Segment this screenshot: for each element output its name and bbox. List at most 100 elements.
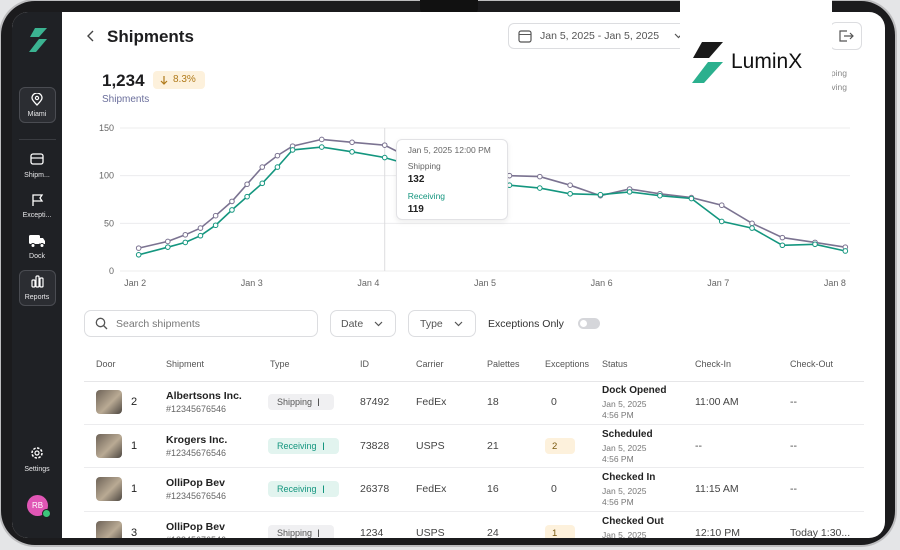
nav-label[interactable]: Settings bbox=[24, 466, 50, 473]
point bbox=[318, 144, 325, 150]
status-date: Jan 5, 2025 bbox=[602, 529, 647, 538]
point bbox=[197, 225, 204, 231]
point bbox=[779, 242, 786, 249]
check-in: -- bbox=[695, 439, 702, 452]
kpi-change: 8.3% bbox=[173, 74, 196, 85]
column-header: Shipment bbox=[166, 359, 205, 369]
point bbox=[274, 164, 281, 170]
row-divider bbox=[84, 467, 864, 468]
point bbox=[688, 195, 695, 202]
dock-icon bbox=[29, 235, 45, 248]
line-chart: 0 50 100 150 Jan 2 Jan 3 Jan 4 Jan 5 Jan 6 Jan 7 J… bbox=[99, 123, 850, 288]
status-dot bbox=[42, 509, 51, 518]
search-box[interactable] bbox=[84, 310, 318, 337]
exceptions: 0 bbox=[551, 396, 557, 408]
export-icon bbox=[839, 30, 854, 42]
date-picker[interactable] bbox=[508, 23, 700, 49]
id: 1234 bbox=[360, 526, 384, 538]
point bbox=[657, 192, 663, 199]
reports-icon bbox=[31, 275, 44, 288]
point bbox=[274, 152, 281, 159]
row-divider bbox=[84, 510, 864, 512]
status: Checked In bbox=[602, 472, 656, 483]
point bbox=[229, 198, 235, 205]
shipment: Krogers Inc. bbox=[166, 433, 228, 446]
tooltip: Jan 5, 2025 12:00 PM Shipping 132 Receiving… bbox=[395, 139, 508, 220]
type-label: Receiving bbox=[277, 484, 317, 494]
app: Miami Shipm... Excepti... Dock Reports S… bbox=[12, 12, 885, 538]
column-header: ID bbox=[360, 359, 369, 369]
shipment-id: #12345676546 bbox=[166, 491, 227, 501]
point bbox=[212, 222, 219, 229]
x-tick-label: Jan 5 bbox=[474, 278, 496, 288]
type-icon bbox=[318, 398, 326, 406]
status-date: Jan 5, 2025 bbox=[602, 399, 647, 409]
kpi-label: Shipments bbox=[102, 94, 150, 105]
exceptions-icon bbox=[32, 194, 44, 206]
type-filter[interactable] bbox=[408, 310, 476, 337]
filter-label: Type bbox=[420, 318, 443, 330]
point bbox=[165, 238, 171, 245]
point bbox=[718, 218, 725, 225]
type-label: Shipping bbox=[277, 527, 313, 538]
status-date: Jan 5, 2025 bbox=[602, 442, 647, 453]
point bbox=[597, 191, 604, 198]
x-tick-label: Jan 4 bbox=[357, 278, 379, 288]
toggle-knob bbox=[580, 320, 587, 327]
id: 87492 bbox=[360, 396, 390, 408]
sidebar-logo bbox=[29, 28, 47, 52]
nav-label: Miami bbox=[27, 111, 47, 118]
x-tick-label: Jan 3 bbox=[241, 278, 263, 288]
point bbox=[567, 190, 573, 197]
x-tick-label: Jan 6 bbox=[591, 278, 613, 288]
check-out: -- bbox=[790, 483, 797, 495]
shipment-id: #12345676546 bbox=[166, 447, 227, 458]
point bbox=[182, 231, 189, 238]
nav-label[interactable]: Excepti... bbox=[22, 212, 52, 219]
point bbox=[537, 173, 543, 180]
x-tick-label: Jan 7 bbox=[707, 278, 729, 288]
nav-label[interactable]: Shipm... bbox=[24, 172, 50, 179]
thumbnail bbox=[96, 433, 122, 458]
column-header: Type bbox=[270, 359, 290, 369]
exception-badge: 1 bbox=[545, 524, 575, 538]
column-header: Door bbox=[96, 359, 116, 369]
search-icon bbox=[95, 317, 108, 330]
chevron bbox=[454, 321, 463, 327]
page-title: Shipments bbox=[107, 27, 194, 46]
point bbox=[259, 180, 266, 187]
point bbox=[318, 136, 325, 143]
y-tick-label: 100 bbox=[99, 171, 114, 181]
point bbox=[812, 241, 818, 248]
point bbox=[626, 189, 633, 195]
toggle[interactable] bbox=[578, 318, 600, 329]
palettes: 24 bbox=[487, 526, 499, 538]
nav-label[interactable]: Reports bbox=[24, 294, 50, 301]
y-tick-label: 0 bbox=[109, 266, 114, 276]
down-arrow bbox=[160, 76, 168, 85]
nav-active[interactable] bbox=[19, 270, 56, 306]
point bbox=[381, 142, 388, 148]
exception-badge: 2 bbox=[545, 437, 575, 454]
date-filter[interactable] bbox=[330, 310, 396, 337]
header-divider bbox=[84, 381, 864, 382]
y-tick-label: 150 bbox=[99, 123, 114, 133]
brand-mark bbox=[692, 42, 723, 83]
type-icon bbox=[322, 485, 331, 493]
exceptions: 2 bbox=[552, 440, 558, 452]
kpi-change-badge bbox=[153, 71, 205, 89]
exceptions: 1 bbox=[552, 527, 558, 538]
point bbox=[718, 202, 725, 209]
nav-label[interactable]: Dock bbox=[29, 253, 45, 260]
search-placeholder: Search shipments bbox=[116, 318, 201, 330]
check-in: 12:10 PM bbox=[695, 526, 740, 538]
back-button[interactable] bbox=[86, 29, 96, 43]
status-time: 4:56 PM bbox=[602, 453, 634, 464]
point bbox=[289, 147, 296, 153]
point bbox=[259, 164, 266, 170]
palettes: 16 bbox=[487, 483, 499, 495]
type-icon bbox=[322, 441, 331, 450]
shipment-id: #12345676546 bbox=[166, 535, 226, 538]
thumbnail bbox=[96, 390, 122, 414]
